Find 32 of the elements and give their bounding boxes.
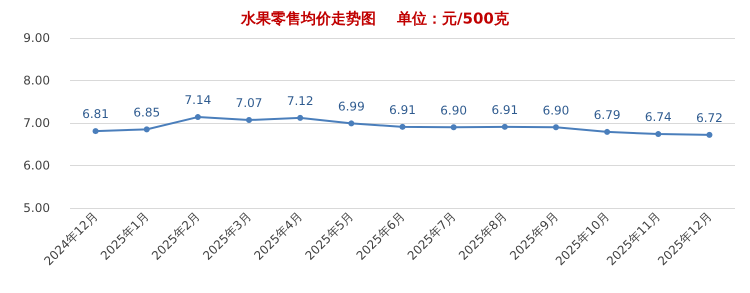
point: [194, 114, 201, 120]
data-label: 6.85: [133, 105, 160, 120]
y-tick-label: 9.00: [23, 31, 50, 45]
data-label: 7.07: [236, 96, 262, 110]
data-label: 6.99: [338, 99, 365, 114]
data-label: 6.72: [696, 110, 723, 125]
point: [246, 117, 252, 124]
y-tick-label: 7.00: [23, 116, 50, 130]
y-tick-label: 6.00: [23, 158, 50, 172]
data-label: 6.81: [82, 107, 109, 122]
point: [348, 120, 354, 126]
point: [450, 124, 457, 130]
data-label: 6.91: [491, 102, 518, 117]
point: [706, 132, 712, 138]
data-label: 6.90: [440, 103, 468, 118]
point: [92, 128, 99, 134]
data-label: 6.90: [542, 103, 570, 118]
point: [144, 126, 150, 132]
y-tick-label: 5.00: [23, 201, 50, 215]
data-label: 6.91: [389, 102, 416, 117]
data-label: 6.74: [644, 110, 672, 124]
point: [502, 124, 508, 130]
data-label: 7.12: [286, 94, 314, 108]
point: [400, 124, 406, 130]
chart-title: 水果零售均价走势图 单位：元/500克: [240, 10, 510, 28]
data-label: 6.79: [594, 108, 620, 122]
data-label: 7.14: [184, 93, 212, 108]
point: [552, 124, 559, 130]
y-tick-label: 8.00: [23, 74, 50, 88]
point: [604, 128, 610, 135]
point: [655, 131, 662, 138]
point: [297, 114, 304, 121]
